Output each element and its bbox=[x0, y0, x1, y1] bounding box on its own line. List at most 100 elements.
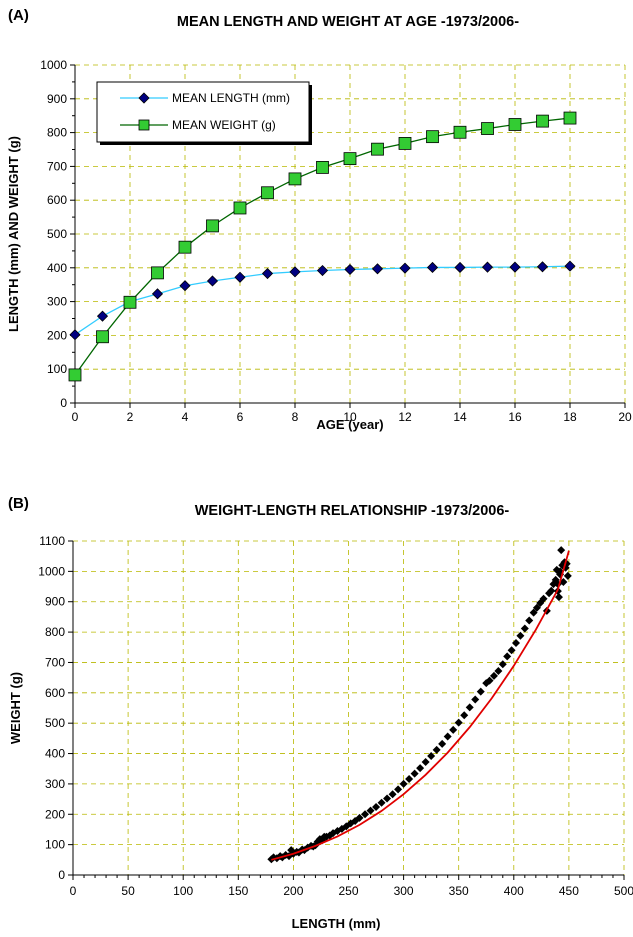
data-point bbox=[471, 695, 480, 704]
data-point bbox=[410, 769, 419, 778]
data-point bbox=[432, 745, 441, 754]
data-point bbox=[525, 616, 534, 625]
chart-b-y-tick-label: 800 bbox=[45, 625, 65, 639]
data-point bbox=[516, 631, 525, 640]
series-length-marker bbox=[344, 263, 356, 276]
series-weight-marker bbox=[398, 137, 412, 150]
series-weight-marker bbox=[536, 114, 549, 128]
data-point bbox=[485, 676, 494, 685]
chart-a-x-tick-label: 6 bbox=[237, 410, 244, 424]
data-point bbox=[405, 775, 414, 784]
data-point bbox=[361, 810, 370, 819]
chart-b: 0 50 100 150 200 250 300 350 400 450 500 0 100 200 300… bbox=[8, 534, 633, 931]
legend-length-marker bbox=[138, 92, 150, 104]
chart-a-y-tick-label: 800 bbox=[47, 126, 67, 140]
data-point bbox=[512, 639, 521, 648]
chart-b-x-tick-label: 400 bbox=[504, 884, 524, 898]
chart-b-ticks: 0 50 100 150 200 250 300 350 400 450 500 0 100 200 300… bbox=[38, 534, 633, 898]
chart-a-y-tick-label: 700 bbox=[47, 159, 67, 173]
data-point bbox=[532, 603, 541, 612]
data-point bbox=[388, 790, 397, 799]
series-length-marker bbox=[206, 275, 219, 287]
series-length-marker bbox=[371, 263, 384, 275]
chart-a: 0 2 4 6 8 10 12 14 16 18 2001002003004005006007008… bbox=[6, 58, 632, 432]
data-point bbox=[427, 751, 436, 760]
trendline bbox=[271, 550, 570, 861]
chart-b-x-tick-label: 250 bbox=[338, 884, 358, 898]
chart-a-y-tick-label: 600 bbox=[47, 193, 67, 207]
series-weight-marker bbox=[453, 125, 467, 139]
data-point bbox=[460, 711, 469, 720]
series-length-marker bbox=[536, 261, 549, 273]
chart-b-y-axis-title: WEIGHT (g) bbox=[8, 672, 23, 744]
chart-b-trendline-group bbox=[271, 550, 570, 861]
chart-b-y-tick-label: 500 bbox=[45, 716, 65, 730]
series-weight-line bbox=[74, 117, 571, 376]
chart-b-x-tick-label: 0 bbox=[70, 884, 77, 898]
chart-b-x-tick-label: 150 bbox=[228, 884, 248, 898]
series-weight-marker bbox=[233, 201, 247, 215]
chart-a-x-tick-label: 8 bbox=[292, 410, 299, 424]
legend-length-label: MEAN LENGTH (mm) bbox=[172, 91, 290, 105]
data-point bbox=[465, 703, 474, 712]
chart-a-x-tick-label: 12 bbox=[398, 410, 412, 424]
chart-b-y-tick-label: 600 bbox=[45, 686, 65, 700]
chart-b-x-tick-label: 350 bbox=[449, 884, 469, 898]
chart-a-y-tick-label: 100 bbox=[47, 362, 67, 376]
chart-a-x-tick-label: 4 bbox=[182, 410, 189, 424]
series-weight-marker bbox=[151, 266, 164, 280]
series-length-line bbox=[74, 265, 571, 336]
chart-a-x-axis-title: AGE (year) bbox=[316, 417, 383, 432]
chart-a-y-tick-label: 0 bbox=[60, 396, 67, 410]
chart-b-x-tick-label: 500 bbox=[614, 884, 633, 898]
series-weight-marker bbox=[96, 330, 109, 344]
data-point bbox=[416, 764, 425, 773]
data-point bbox=[372, 802, 381, 811]
chart-a-x-tick-label: 14 bbox=[453, 410, 467, 424]
series-length-marker bbox=[481, 261, 494, 273]
series-length-marker bbox=[261, 267, 274, 280]
chart-a-x-tick-label: 20 bbox=[618, 410, 632, 424]
chart-a-title: MEAN LENGTH AND WEIGHT AT AGE -1973/2006… bbox=[177, 14, 519, 30]
data-point bbox=[476, 687, 485, 696]
chart-a-y-axis-title: LENGTH (mm) AND WEIGHT (g) bbox=[6, 136, 21, 332]
series-length-marker bbox=[234, 271, 246, 283]
legend-weight-marker bbox=[138, 119, 150, 131]
data-point bbox=[503, 652, 512, 661]
chart-b-y-tick-label: 100 bbox=[45, 838, 65, 852]
data-point bbox=[554, 593, 563, 602]
series-length-marker bbox=[96, 310, 109, 322]
chart-a-series bbox=[68, 111, 577, 382]
data-point bbox=[529, 608, 538, 617]
chart-a-y-tick-label: 400 bbox=[47, 261, 67, 275]
data-point bbox=[489, 671, 498, 680]
data-point bbox=[421, 758, 430, 767]
chart-b-x-tick-label: 200 bbox=[283, 884, 303, 898]
series-weight-marker bbox=[426, 130, 439, 144]
data-point bbox=[449, 725, 458, 734]
chart-a-y-tick-label: 1000 bbox=[40, 58, 67, 72]
series-length-marker bbox=[564, 260, 576, 272]
data-point bbox=[498, 660, 507, 669]
data-point bbox=[547, 586, 556, 595]
series-weight-marker bbox=[508, 118, 522, 131]
series-length-marker bbox=[69, 329, 81, 341]
chart-b-y-tick-label: 900 bbox=[45, 595, 65, 609]
chart-b-x-tick-label: 50 bbox=[121, 884, 135, 898]
chart-b-y-tick-label: 400 bbox=[45, 747, 65, 761]
data-point bbox=[520, 624, 529, 633]
chart-a-x-tick-label: 2 bbox=[127, 410, 134, 424]
chart-b-points bbox=[267, 546, 572, 864]
series-weight-marker bbox=[178, 240, 192, 254]
chart-b-y-tick-label: 1000 bbox=[38, 564, 65, 578]
series-weight-marker bbox=[261, 186, 274, 200]
data-point bbox=[394, 785, 403, 794]
data-point bbox=[494, 666, 503, 675]
chart-a-y-tick-label: 200 bbox=[47, 328, 67, 342]
series-weight-marker bbox=[316, 161, 329, 174]
data-point bbox=[366, 806, 375, 815]
chart-b-grid bbox=[73, 540, 625, 875]
panel-a-label: (A) bbox=[8, 7, 29, 24]
series-weight-marker bbox=[288, 172, 302, 186]
